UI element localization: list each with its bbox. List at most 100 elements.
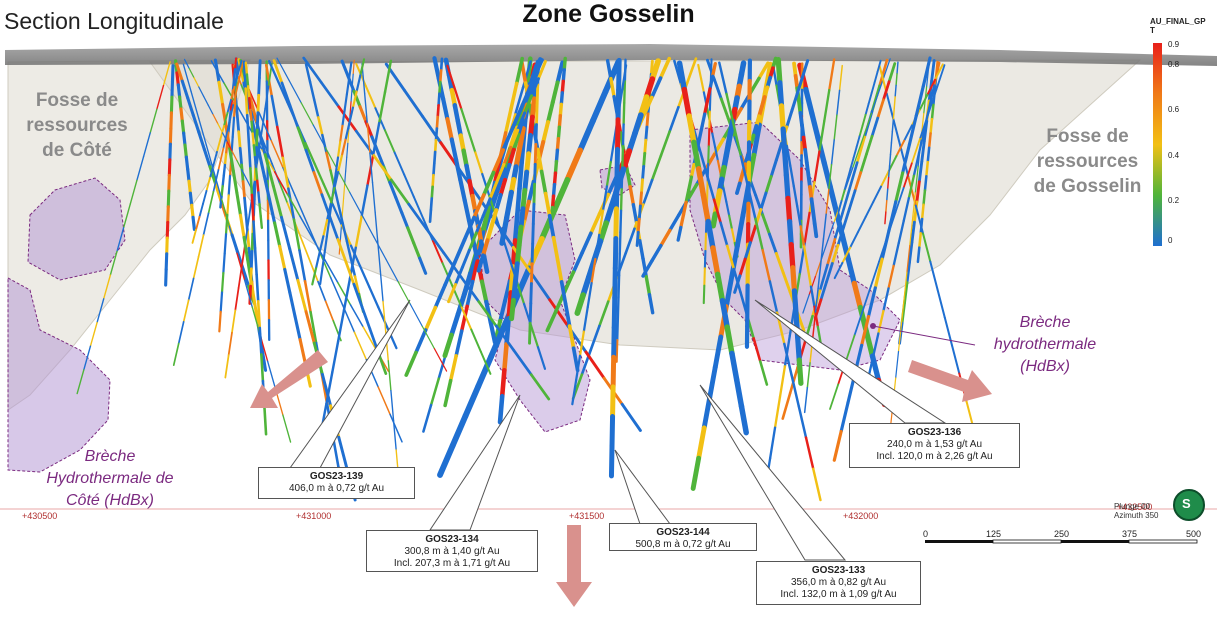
colorbar-tick: 0 [1168,236,1172,245]
drill-hole-segment [378,387,390,414]
drill-hole-segment [247,231,248,248]
drill-hole-segment [170,144,171,160]
drill-hole-segment [433,175,434,187]
drill-hole-segment [615,268,616,298]
drill-hole-segment [557,139,558,150]
drill-hole-segment [249,142,251,169]
drill-hole-segment [535,164,536,184]
drill-hole-segment [229,176,230,195]
drill-hole-segment [616,209,617,239]
drill-hole-segment [531,264,532,284]
drill-hole-segment [316,252,320,268]
drill-hole-segment [783,393,790,419]
drill-hole-segment [519,227,521,245]
drill-hole-segment [890,154,891,166]
drill-hole-segment [445,381,451,406]
drill-hole-segment [467,166,470,181]
drill-hole-segment [184,133,185,145]
drill-hole-segment [338,310,344,341]
drill-hole-segment [275,223,280,246]
drill-hole-segment [534,184,535,204]
easting-label: +432000 [843,511,878,521]
drill-hole-segment [556,150,557,161]
drill-hole-segment [189,181,190,193]
drill-hole-segment [778,60,780,83]
drill-hole-segment [235,288,238,310]
drill-hole-segment [527,154,529,172]
drill-hole-segment [416,330,426,353]
drill-hole-segment [732,353,737,379]
drill-hole-segment [456,331,462,356]
drill-hole-segment [257,113,258,130]
plunge-arrow-down [556,525,592,607]
drill-hole-segment [637,232,638,245]
drill-hole-segment [928,148,929,162]
drill-hole-segment [295,316,300,339]
drill-hole-segment [813,469,820,500]
drill-hole-segment [455,105,458,120]
drill-hole-segment [290,293,295,316]
drill-hole-segment [246,89,248,116]
colorbar-tick: 0.4 [1168,151,1179,160]
drill-hole-segment [515,264,517,282]
drill-hole-segment [431,379,439,405]
drill-hole-segment [166,269,167,285]
drill-hole-segment [190,193,191,205]
drill-hole-segment [193,217,194,229]
drill-hole-segment [620,232,621,254]
drill-hole-segment [300,250,306,281]
drill-hole-segment [226,144,227,155]
drill-hole-segment [258,95,259,112]
drill-hole-segment [326,301,334,321]
drill-hole-segment [181,109,182,121]
drill-hole-segment [553,196,554,207]
scale-label: 0 [923,529,928,539]
drill-hole-segment [925,176,926,190]
drill-hole-segment [232,310,235,332]
drill-hole-segment [223,254,224,273]
drill-hole-segment [622,168,623,190]
drill-hole-segment [254,145,255,157]
drill-hole-segment [560,104,561,115]
drill-hole-segment [259,78,260,95]
drill-hole-segment [558,127,559,138]
easting-label: +431000 [296,511,331,521]
scale-bar [925,540,1197,543]
drill-hole-segment [171,97,172,113]
drill-hole-segment [929,133,930,147]
drill-hole-segment [896,74,897,86]
drill-hole-segment [452,90,455,105]
drill-hole-segment [237,115,238,132]
drill-hole-segment [253,133,254,145]
drill-hole-segment [237,193,241,215]
drill-hole-segment [171,113,172,129]
drill-hole-segment [793,268,795,291]
drill-hole-segment [208,192,213,214]
drill-hole-segment [178,85,179,97]
drill-hole-segment [240,215,244,237]
drill-hole-segment [249,98,250,110]
drill-hole-segment [713,214,715,226]
breccia-pointer-dot [870,323,876,329]
drill-hole-segment [245,198,246,215]
scale-label: 250 [1054,529,1069,539]
drill-hole-segment [438,105,439,117]
drill-hole-segment [247,75,248,87]
pit-label-gosselin: Fosse de ressources de Gosselin [1020,124,1155,199]
drill-hole-segment [616,179,617,209]
scale-label: 125 [986,529,1001,539]
drill-hole-segment [699,428,705,458]
breccia-label-main: Brèche hydrothermale (HdBx) [975,312,1115,378]
drill-hole-segment [240,148,241,165]
drill-hole-segment [559,116,560,127]
page-title: Zone Gosselin [0,0,1217,29]
drill-hole-segment [613,357,614,387]
drill-hole-segment [618,297,619,319]
drill-hole-segment [791,245,793,268]
drill-hole-segment [318,282,326,302]
drill-hole-segment [536,105,537,125]
drill-hole-segment [256,130,257,147]
drill-hole-segment [90,323,97,347]
drill-hole-segment [788,198,790,221]
drill-hole-segment [248,86,249,98]
